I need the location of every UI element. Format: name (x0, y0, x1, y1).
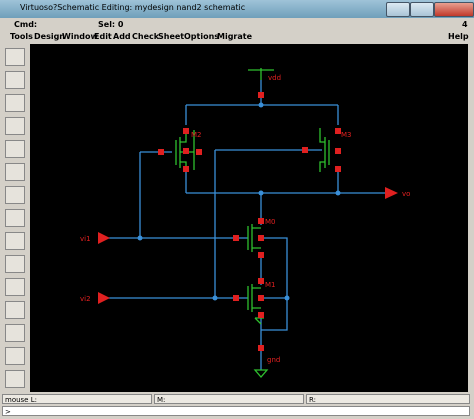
title-bar: Virtuoso?Schematic Editing: mydesign nan… (0, 0, 474, 18)
tool-button[interactable] (5, 94, 25, 112)
command-row: Cmd: Sel: 0 4 (0, 18, 474, 30)
tool-button[interactable] (5, 255, 25, 273)
instance-label: M0 (265, 218, 276, 226)
mouse-right: R: (306, 394, 470, 404)
net-label: vdd (268, 74, 281, 82)
tool-button[interactable] (5, 163, 25, 181)
canvas-background (30, 44, 468, 392)
tool-button[interactable] (5, 140, 25, 158)
tool-button[interactable] (5, 278, 25, 296)
mouse-left: mouse L: (2, 394, 152, 404)
tool-button[interactable] (5, 117, 25, 135)
instance-label: M1 (265, 281, 276, 289)
menu-item[interactable]: Add (113, 32, 131, 41)
menu-item[interactable]: Edit (94, 32, 112, 41)
maximize-button[interactable] (410, 2, 434, 17)
menu-item[interactable]: Options (184, 32, 220, 41)
tool-button[interactable] (5, 232, 25, 250)
menu-item[interactable]: Migrate (217, 32, 253, 41)
menu-item[interactable]: Tools (10, 32, 33, 41)
menu-bar: Tools Design Window Edit Add Check Sheet… (0, 30, 474, 43)
schematic-canvas: vdd M2 M3 vo vi1 vi2 M0 M1 gnd (30, 44, 468, 392)
tool-button[interactable] (5, 301, 25, 319)
close-button[interactable] (434, 2, 474, 17)
instance-label: M2 (191, 131, 202, 139)
menu-item[interactable]: Sheet (158, 32, 185, 41)
symbols (175, 68, 330, 378)
tool-button[interactable] (5, 48, 25, 66)
tool-palette (0, 44, 30, 392)
tool-button[interactable] (5, 71, 25, 89)
instance-label: M3 (341, 131, 352, 139)
status-bar: mouse L: M: R: > (0, 392, 474, 419)
pin-label: vi2 (80, 295, 91, 303)
pin-label: vo (402, 190, 410, 198)
schematic: vdd M2 M3 vo vi1 vi2 M0 M1 gnd (80, 68, 410, 378)
tool-button[interactable] (5, 370, 25, 388)
junctions (137, 102, 341, 301)
mouse-middle: M: (154, 394, 304, 404)
pins (98, 92, 398, 351)
tool-button[interactable] (5, 209, 25, 227)
menu-item[interactable]: Design (34, 32, 65, 41)
menu-item[interactable]: Window (62, 32, 98, 41)
window-number: 4 (462, 20, 468, 29)
pin-label: vi1 (80, 235, 91, 243)
tool-button[interactable] (5, 186, 25, 204)
cmd-label: Cmd: (14, 20, 38, 29)
minimize-button[interactable] (386, 2, 410, 17)
net-label: gnd (267, 356, 280, 364)
command-input[interactable]: > (2, 406, 470, 416)
menu-item[interactable]: Help (448, 32, 469, 41)
tool-button[interactable] (5, 347, 25, 365)
tool-button[interactable] (5, 324, 25, 342)
window-title: Virtuoso?Schematic Editing: mydesign nan… (20, 3, 246, 12)
menu-item[interactable]: Check (132, 32, 160, 41)
selection-count: Sel: 0 (98, 20, 124, 29)
